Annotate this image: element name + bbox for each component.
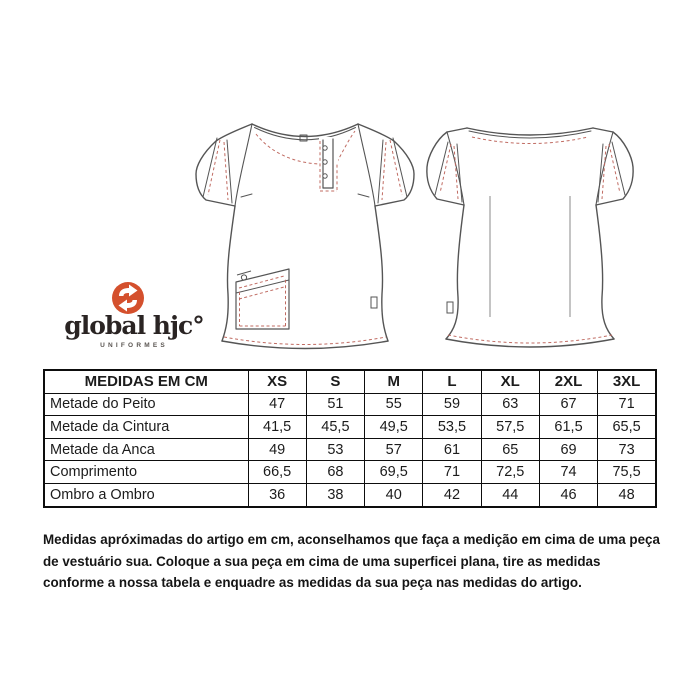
table-row: Comprimento 66,5 68 69,5 71 72,5 74 75,5 [43,460,657,484]
table-row: Metade do Peito 47 51 55 59 63 67 71 [43,392,657,417]
table-row: Ombro a Ombro 36 38 40 42 44 46 48 [43,482,657,508]
measurement-value: 66,5 [247,460,307,484]
size-table: MEDIDAS EM CM XS S M L XL 2XL 3XL Metade do Pe… [43,369,657,508]
measurement-label: Comprimento [43,460,249,484]
size-column-header: 3XL [597,369,657,394]
measurement-value: 51 [305,392,366,417]
measurement-value: 69 [538,437,599,462]
measurement-value: 53,5 [422,415,482,439]
instructions-line: Medidas apróximadas do artigo em cm, aco… [43,532,660,547]
measurement-value: 57,5 [480,415,540,439]
table-title: MEDIDAS EM CM [43,369,249,394]
measurement-label: Metade do Peito [43,392,249,417]
measurement-label: Metade da Cintura [43,415,249,439]
measurement-value: 36 [247,482,307,508]
instructions-line: conforme a nossa tabela e enquadre as me… [43,575,582,590]
size-column-header: S [305,369,366,394]
garment-back-drawing [426,127,634,348]
measurement-value: 38 [305,482,366,508]
measurement-value: 73 [597,437,657,462]
measurement-value: 67 [538,392,599,417]
size-column-header: L [422,369,482,394]
table-row: Metade da Cintura 41,5 45,5 49,5 53,5 57,5 61,… [43,415,657,439]
instructions-line: de vestuário sua. Coloque a sua peça em … [43,553,601,569]
measurement-value: 53 [305,437,366,462]
measurement-value: 68 [305,460,366,484]
measurement-value: 48 [597,482,657,508]
measurement-value: 61 [422,437,482,462]
brand-name: global hjc° [64,311,204,340]
size-column-header: 2XL [538,369,599,394]
size-column-header: M [364,369,424,394]
swap-arrows-icon [112,282,144,314]
measurement-value: 65 [480,437,540,462]
measurement-value: 47 [247,392,307,417]
measurement-value: 42 [422,482,482,508]
measurement-instructions: Medidas apróximadas do artigo em cm, aco… [43,529,663,594]
table-header-row: MEDIDAS EM CM XS S M L XL 2XL 3XL [43,369,657,394]
measurement-value: 61,5 [538,415,599,439]
measurement-value: 75,5 [597,460,657,484]
size-column-header: XS [247,369,307,394]
measurement-value: 65,5 [597,415,657,439]
garment-front-drawing [195,123,415,350]
measurement-value: 71 [597,392,657,417]
measurement-value: 59 [422,392,482,417]
measurement-value: 57 [364,437,424,462]
measurement-value: 63 [480,392,540,417]
measurement-value: 46 [538,482,599,508]
brand-tagline: UNIFORMES [100,342,168,349]
table-row: Metade da Anca 49 53 57 61 65 69 73 [43,437,657,462]
measurement-label: Metade da Anca [43,437,249,462]
measurement-value: 44 [480,482,540,508]
measurement-value: 71 [422,460,482,484]
measurement-value: 40 [364,482,424,508]
measurement-value: 72,5 [480,460,540,484]
size-column-header: XL [480,369,540,394]
measurement-value: 49,5 [364,415,424,439]
measurement-value: 74 [538,460,599,484]
measurement-value: 45,5 [305,415,366,439]
measurement-label: Ombro a Ombro [43,482,249,508]
measurement-value: 41,5 [247,415,307,439]
measurement-value: 69,5 [364,460,424,484]
measurement-value: 55 [364,392,424,417]
measurement-value: 49 [247,437,307,462]
